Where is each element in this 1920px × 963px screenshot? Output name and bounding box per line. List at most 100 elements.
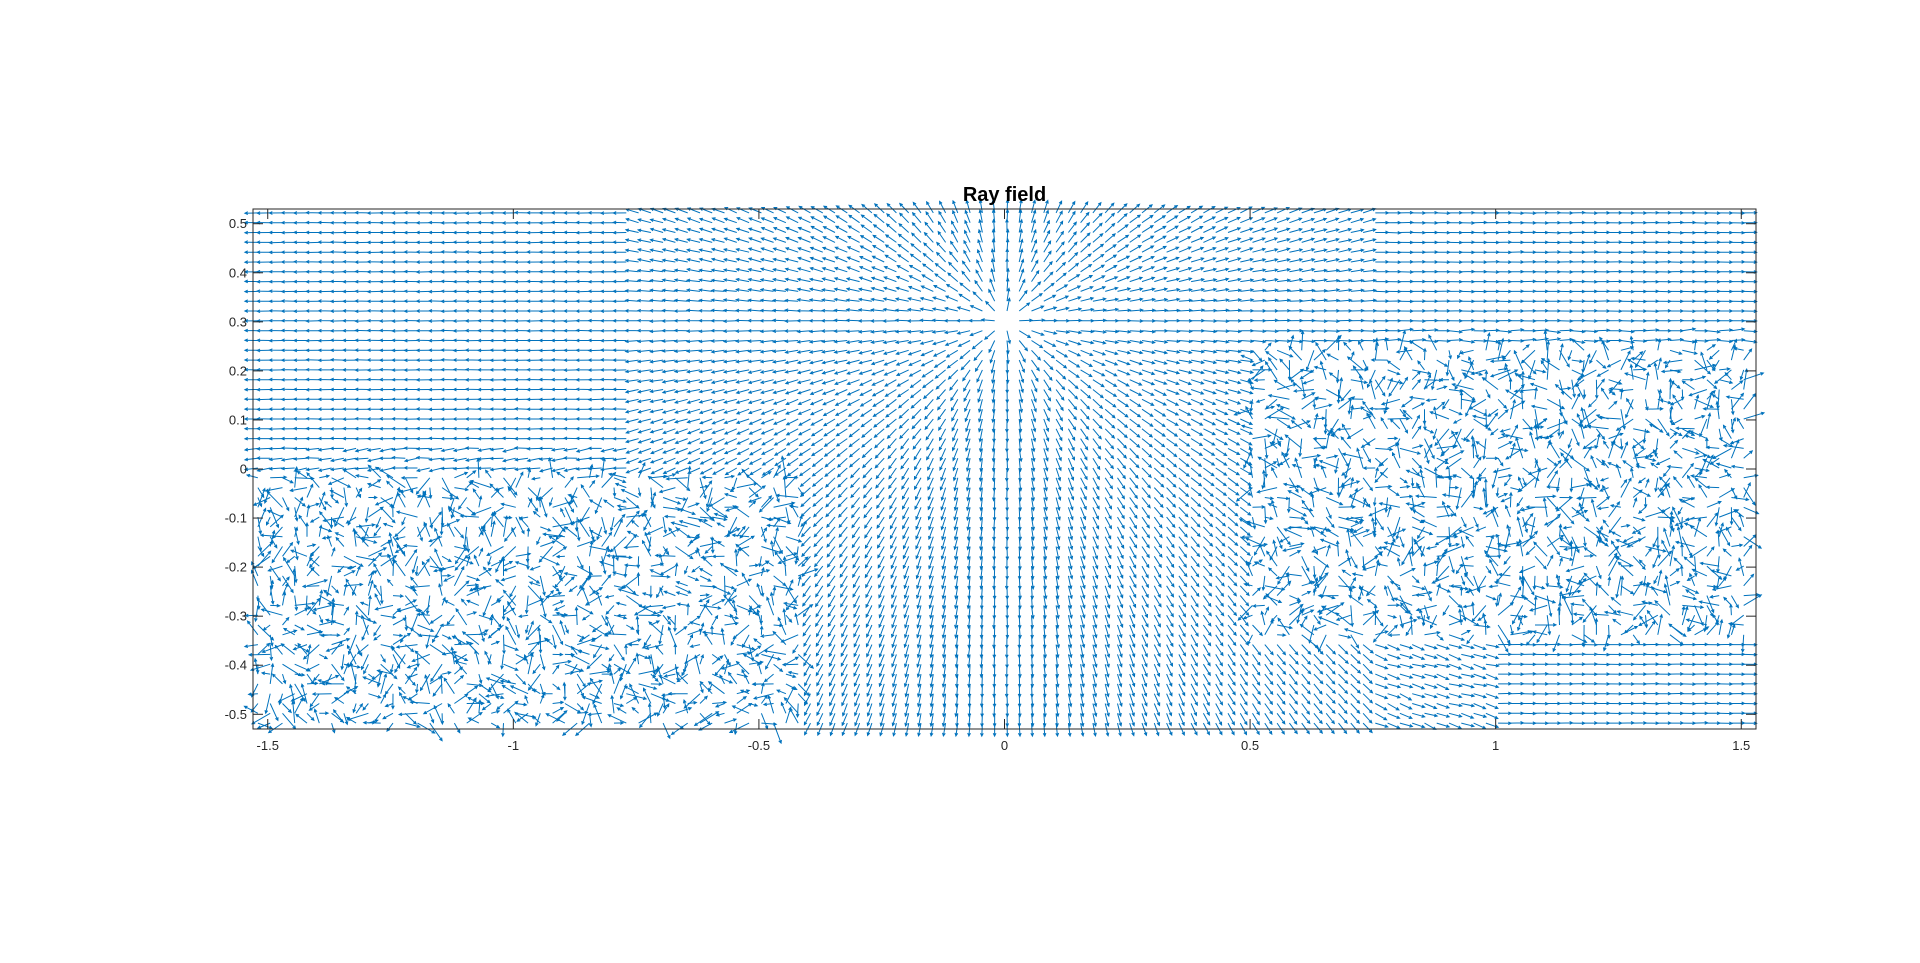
quiver-arrow	[940, 507, 947, 521]
quiver-arrow	[1460, 516, 1467, 528]
quiver-arrow	[1141, 477, 1152, 489]
quiver-arrow	[1405, 624, 1413, 637]
quiver-arrow	[876, 536, 885, 549]
quiver-arrow	[1290, 419, 1303, 430]
quiver-arrow	[1154, 369, 1168, 375]
quiver-arrow	[453, 722, 461, 734]
quiver-arrow	[1253, 378, 1265, 382]
quiver-arrow	[366, 407, 381, 412]
quiver-arrow	[1399, 567, 1416, 577]
quiver-arrow	[440, 447, 455, 453]
quiver-arrow	[1436, 693, 1451, 699]
quiver-arrow	[293, 467, 308, 473]
quiver-arrow	[748, 428, 762, 435]
quiver-arrow	[329, 446, 344, 451]
quiver-arrow	[907, 340, 922, 345]
quiver-arrow	[1178, 497, 1190, 508]
quiver-arrow	[1018, 359, 1025, 374]
quiver-arrow	[1497, 624, 1511, 645]
quiver-arrow	[504, 526, 517, 543]
quiver-arrow	[1338, 339, 1353, 343]
quiver-arrow	[859, 389, 873, 396]
quiver-arrow	[1609, 504, 1621, 508]
quiver-arrow	[797, 556, 809, 567]
quiver-arrow	[1719, 652, 1734, 657]
quiver-arrow	[1546, 595, 1553, 618]
quiver-arrow	[649, 389, 664, 394]
quiver-arrow	[1271, 499, 1278, 518]
quiver-arrow	[563, 417, 578, 421]
quiver-arrow	[942, 703, 947, 718]
quiver-arrow	[650, 491, 657, 508]
quiver-arrow	[1657, 691, 1672, 696]
quiver-arrow	[1518, 565, 1536, 574]
quiver-arrow	[1301, 454, 1322, 459]
quiver-arrow	[550, 457, 565, 462]
quiver-arrow	[1215, 457, 1228, 466]
quiver-arrow	[873, 428, 885, 439]
quiver-arrow	[772, 389, 787, 395]
quiver-arrow	[960, 359, 971, 371]
quiver-arrow	[1547, 721, 1562, 725]
quiver-arrow	[771, 329, 786, 333]
quiver-arrow	[1547, 330, 1562, 334]
quiver-arrow	[1534, 652, 1550, 657]
quiver-arrow	[415, 446, 430, 451]
quiver-arrow	[388, 531, 394, 547]
quiver-arrow	[415, 683, 419, 694]
quiver-arrow	[901, 487, 910, 500]
quiver-arrow	[1386, 360, 1401, 371]
quiver-arrow	[515, 624, 521, 639]
quiver-arrow	[1694, 447, 1712, 459]
quiver-arrow	[649, 457, 664, 464]
quiver-arrow	[965, 418, 971, 433]
quiver-arrow	[1463, 428, 1474, 442]
quiver-arrow	[1227, 595, 1237, 607]
quiver-arrow	[1252, 587, 1262, 596]
quiver-arrow	[1686, 575, 1695, 581]
quiver-arrow	[1235, 487, 1253, 502]
quiver-arrow	[796, 389, 811, 395]
quiver-arrow	[1080, 575, 1086, 590]
quiver-arrow	[698, 339, 713, 344]
quiver-arrow	[1470, 435, 1475, 449]
quiver-arrow	[429, 713, 435, 724]
quiver-arrow	[1249, 386, 1265, 391]
quiver-arrow	[1264, 496, 1275, 501]
quiver-arrow	[563, 683, 567, 701]
quiver-arrow	[575, 407, 590, 412]
quiver-arrow	[815, 624, 824, 638]
quiver-arrow	[613, 672, 623, 694]
quiver-arrow	[1669, 711, 1685, 716]
quiver-arrow	[774, 467, 787, 477]
quiver-arrow	[503, 515, 513, 520]
quiver-arrow	[502, 589, 517, 606]
quiver-arrow	[1117, 369, 1131, 376]
quiver-arrow	[824, 457, 836, 468]
quiver-arrow	[684, 653, 701, 664]
quiver-arrow	[1067, 634, 1073, 649]
quiver-arrow	[570, 663, 578, 676]
quiver-arrow	[797, 398, 811, 405]
quiver-arrow	[850, 497, 860, 509]
quiver-arrow	[766, 516, 786, 521]
quiver-arrow	[335, 536, 345, 547]
quiver-arrow	[1153, 506, 1164, 519]
quiver-arrow	[1289, 328, 1304, 333]
quiver-arrow	[1683, 556, 1695, 567]
quiver-arrow	[1141, 634, 1148, 648]
quiver-arrow	[662, 418, 676, 424]
quiver-arrow	[415, 338, 430, 343]
quiver-arrow	[1657, 701, 1672, 706]
quiver-arrow	[1387, 487, 1400, 497]
quiver-arrow	[1325, 516, 1335, 529]
quiver-arrow	[1645, 371, 1650, 390]
quiver-arrow	[1546, 536, 1561, 556]
quiver-arrow	[404, 595, 420, 613]
quiver-arrow	[1657, 662, 1672, 667]
quiver-arrow	[1080, 693, 1085, 708]
quiver-arrow	[929, 664, 934, 679]
quiver-arrow	[1018, 458, 1022, 473]
quiver-arrow	[728, 722, 750, 733]
quiver-arrow	[841, 634, 848, 648]
